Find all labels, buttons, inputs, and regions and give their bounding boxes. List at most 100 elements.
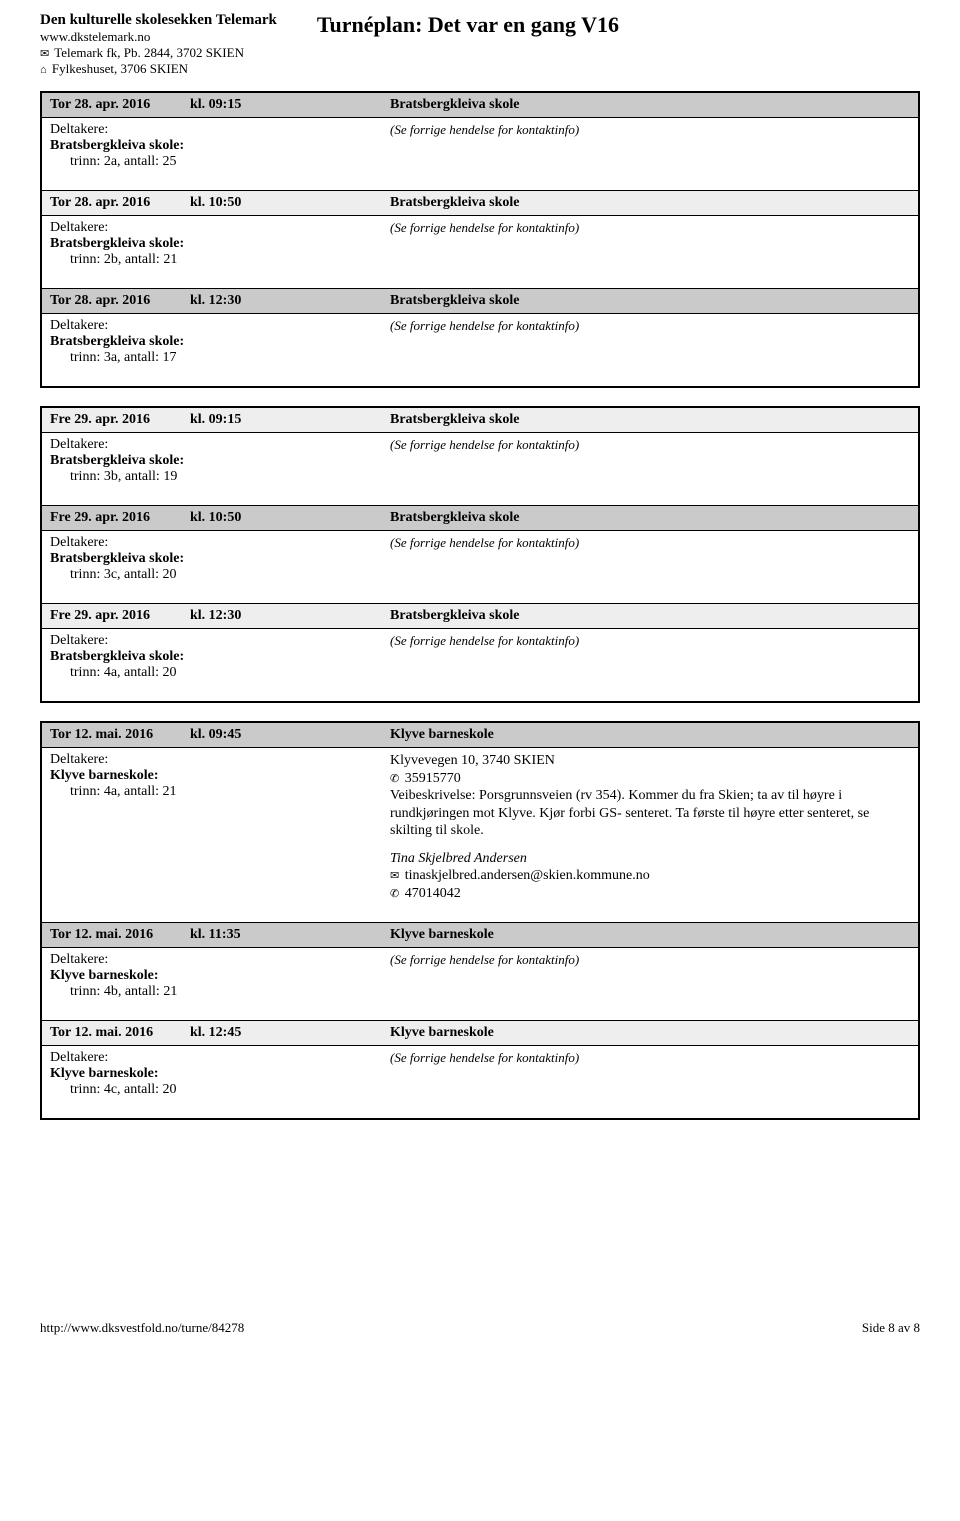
forrige-note: (Se forrige hendelse for kontaktinfo) (390, 952, 579, 967)
org-post: ✉ Telemark fk, Pb. 2844, 3702 SKIEN (40, 45, 277, 61)
row-school: Klyve barneskole: (50, 768, 390, 784)
schedule-row-head: Tor 12. mai. 2016kl. 12:45Klyve barnesko… (42, 1021, 918, 1046)
row-time: kl. 09:45 (190, 727, 390, 743)
deltakere-label: Deltakere: (50, 535, 390, 551)
row-date: Tor 12. mai. 2016 (50, 1025, 190, 1041)
page-title: Turnéplan: Det var en gang V16 (317, 12, 619, 38)
org-addr-text: Fylkeshuset, 3706 SKIEN (52, 61, 188, 76)
row-location: Bratsbergkleiva skole (390, 510, 910, 526)
contact-block: Klyvevegen 10, 3740 SKIEN✆ 35915770Veibe… (390, 752, 910, 902)
row-school: Bratsbergkleiva skole: (50, 649, 390, 665)
row-school: Bratsbergkleiva skole: (50, 138, 390, 154)
row-school: Klyve barneskole: (50, 968, 390, 984)
row-right: (Se forrige hendelse for kontaktinfo) (390, 633, 910, 681)
row-location: Klyve barneskole (390, 727, 910, 743)
schedule-row-body: Deltakere:Klyve barneskole:trinn: 4a, an… (42, 748, 918, 923)
footer-page: Side 8 av 8 (862, 1320, 920, 1336)
page-header: Den kulturelle skolesekken Telemark www.… (40, 12, 920, 77)
schedule-row-body: Deltakere:Klyve barneskole:trinn: 4c, an… (42, 1046, 918, 1118)
schedule-group: Tor 28. apr. 2016kl. 09:15Bratsbergkleiv… (40, 91, 920, 388)
schedule-row-head: Fre 29. apr. 2016kl. 12:30Bratsbergkleiv… (42, 604, 918, 629)
row-time: kl. 09:15 (190, 97, 390, 113)
row-school: Bratsbergkleiva skole: (50, 236, 390, 252)
schedule-row-head: Tor 28. apr. 2016kl. 10:50Bratsbergkleiv… (42, 191, 918, 216)
row-date: Fre 29. apr. 2016 (50, 608, 190, 624)
row-trinn: trinn: 3b, antall: 19 (70, 469, 390, 485)
contact-phone: ✆ 35915770 (390, 770, 910, 788)
schedule-row-head: Tor 28. apr. 2016kl. 09:15Bratsbergkleiv… (42, 93, 918, 118)
forrige-note: (Se forrige hendelse for kontaktinfo) (390, 437, 579, 452)
deltakere-label: Deltakere: (50, 437, 390, 453)
row-time: kl. 09:15 (190, 412, 390, 428)
schedule-row-head: Tor 12. mai. 2016kl. 11:35Klyve barnesko… (42, 923, 918, 948)
contact-name: Tina Skjelbred Andersen (390, 850, 910, 868)
forrige-note: (Se forrige hendelse for kontaktinfo) (390, 122, 579, 137)
schedule-group: Fre 29. apr. 2016 kl. 09:15 Bratsbergkleiv… (40, 406, 920, 703)
row-left: Deltakere:Bratsbergkleiva skole:trinn: 3… (50, 437, 390, 485)
row-location: Bratsbergkleiva skole (390, 97, 910, 113)
row-trinn: trinn: 3a, antall: 17 (70, 350, 390, 366)
row-trinn: trinn: 4a, antall: 21 (70, 784, 390, 800)
forrige-note: (Se forrige hendelse for kontaktinfo) (390, 1050, 579, 1065)
schedule-row-body: Deltakere:Klyve barneskole:trinn: 4b, an… (42, 948, 918, 1021)
contact-email: ✉ tinaskjelbred.andersen@skien.kommune.n… (390, 867, 910, 885)
row-trinn: trinn: 3c, antall: 20 (70, 567, 390, 583)
row-time: kl. 12:30 (190, 608, 390, 624)
row-time: kl. 10:50 (190, 510, 390, 526)
deltakere-label: Deltakere: (50, 318, 390, 334)
row-left: Deltakere:Bratsbergkleiva skole:trinn: 3… (50, 535, 390, 583)
deltakere-label: Deltakere: (50, 1050, 390, 1066)
schedule-row-body: Deltakere:Bratsbergkleiva skole:trinn: 3… (42, 531, 918, 604)
row-right: (Se forrige hendelse for kontaktinfo) (390, 220, 910, 268)
row-location: Klyve barneskole (390, 1025, 910, 1041)
row-date: Tor 28. apr. 2016 (50, 97, 190, 113)
mail-icon: ✉ (40, 48, 49, 60)
schedule-row-body: Deltakere:Bratsbergkleiva skole:trinn: 4… (42, 629, 918, 701)
row-left: Deltakere:Bratsbergkleiva skole:trinn: 2… (50, 220, 390, 268)
row-trinn: trinn: 4c, antall: 20 (70, 1082, 390, 1098)
org-name: Den kulturelle skolesekken Telemark (40, 12, 277, 29)
contact-address: Klyvevegen 10, 3740 SKIEN (390, 752, 910, 770)
row-right: (Se forrige hendelse for kontaktinfo) (390, 1050, 910, 1098)
row-time: kl. 10:50 (190, 195, 390, 211)
row-school: Klyve barneskole: (50, 1066, 390, 1082)
row-time: kl. 11:35 (190, 927, 390, 943)
row-date: Tor 12. mai. 2016 (50, 927, 190, 943)
row-right: (Se forrige hendelse for kontaktinfo) (390, 318, 910, 366)
row-right: (Se forrige hendelse for kontaktinfo) (390, 535, 910, 583)
row-right: (Se forrige hendelse for kontaktinfo) (390, 122, 910, 170)
row-school: Bratsbergkleiva skole: (50, 453, 390, 469)
schedule-row-body: Deltakere:Bratsbergkleiva skole:trinn: 3… (42, 433, 918, 506)
row-left: Deltakere:Klyve barneskole:trinn: 4b, an… (50, 952, 390, 1000)
row-location: Bratsbergkleiva skole (390, 608, 910, 624)
row-right: Klyvevegen 10, 3740 SKIEN✆ 35915770Veibe… (390, 752, 910, 902)
row-date: Tor 28. apr. 2016 (50, 195, 190, 211)
row-time: kl. 12:30 (190, 293, 390, 309)
row-trinn: trinn: 4b, antall: 21 (70, 984, 390, 1000)
header-org-block: Den kulturelle skolesekken Telemark www.… (40, 12, 277, 77)
row-location: Klyve barneskole (390, 927, 910, 943)
row-trinn: trinn: 2a, antall: 25 (70, 154, 390, 170)
forrige-note: (Se forrige hendelse for kontaktinfo) (390, 220, 579, 235)
schedule-group: Tor 12. mai. 2016kl. 09:45Klyve barnesko… (40, 721, 920, 1120)
row-location: Bratsbergkleiva skole (390, 293, 910, 309)
page-footer: http://www.dksvestfold.no/turne/84278 Si… (40, 1320, 920, 1336)
deltakere-label: Deltakere: (50, 752, 390, 768)
mail-icon: ✉ (390, 870, 399, 882)
schedule-row-head: Fre 29. apr. 2016kl. 09:15Bratsbergkleiv… (42, 408, 918, 433)
footer-url: http://www.dksvestfold.no/turne/84278 (40, 1320, 244, 1336)
contact-cell: ✆ 47014042 (390, 885, 910, 903)
deltakere-label: Deltakere: (50, 952, 390, 968)
row-date: Tor 12. mai. 2016 (50, 727, 190, 743)
row-date: Fre 29. apr. 2016 (50, 510, 190, 526)
row-right: (Se forrige hendelse for kontaktinfo) (390, 952, 910, 1000)
contact-desc: Veibeskrivelse: Porsgrunnsveien (rv 354)… (390, 787, 910, 840)
row-left: Deltakere:Klyve barneskole:trinn: 4a, an… (50, 752, 390, 902)
schedule-row-head: Tor 28. apr. 2016kl. 12:30Bratsbergkleiv… (42, 289, 918, 314)
row-school: Bratsbergkleiva skole: (50, 551, 390, 567)
row-trinn: trinn: 2b, antall: 21 (70, 252, 390, 268)
schedule-row-head: Tor 12. mai. 2016kl. 09:45Klyve barnesko… (42, 723, 918, 748)
forrige-note: (Se forrige hendelse for kontaktinfo) (390, 318, 579, 333)
row-time: kl. 12:45 (190, 1025, 390, 1041)
phone-icon: ✆ (390, 773, 399, 785)
